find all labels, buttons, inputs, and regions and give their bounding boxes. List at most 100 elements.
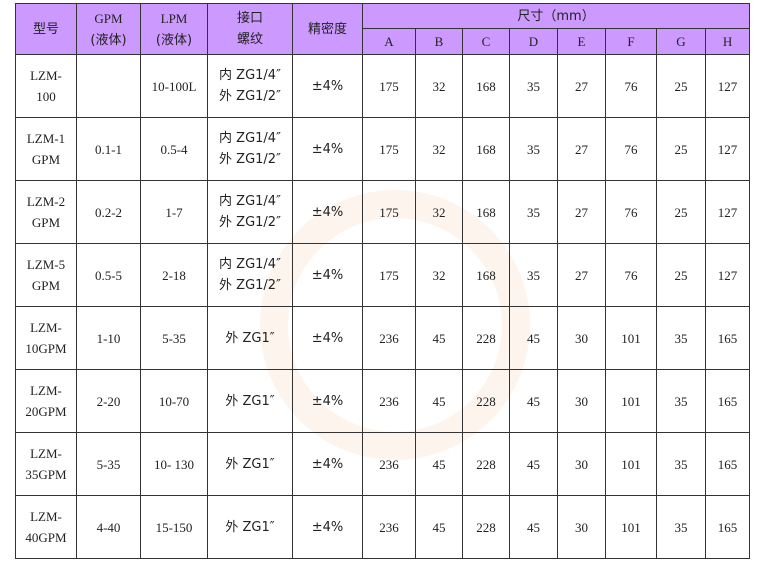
cell-lpm: 10-100L xyxy=(140,54,208,118)
cell-dim-d: 45 xyxy=(509,369,558,433)
cell-lpm: 5-35 xyxy=(140,306,208,370)
header-dim-f: F xyxy=(605,28,657,55)
cell-dim-e: 27 xyxy=(557,117,606,181)
cell-lpm: 10-70 xyxy=(140,369,208,433)
cell-dim-g: 25 xyxy=(656,54,706,118)
cell-gpm xyxy=(76,54,141,118)
cell-dim-b: 45 xyxy=(415,306,463,370)
cell-dim-c: 168 xyxy=(462,117,510,181)
cell-model: LZM-2 GPM xyxy=(15,180,77,244)
cell-dim-d: 35 xyxy=(509,117,558,181)
cell-port: 外 ZG1″ xyxy=(207,306,293,370)
cell-dim-c: 228 xyxy=(462,369,510,433)
cell-dim-d: 35 xyxy=(509,180,558,244)
cell-gpm: 0.2-2 xyxy=(76,180,141,244)
cell-dim-b: 45 xyxy=(415,495,463,559)
cell-model: LZM-5 GPM xyxy=(15,243,77,307)
cell-dim-h: 127 xyxy=(704,117,751,181)
cell-dim-b: 32 xyxy=(415,243,463,307)
cell-dim-b: 32 xyxy=(415,180,463,244)
cell-lpm: 0.5-4 xyxy=(140,117,208,181)
header-accuracy: 精密度 xyxy=(292,3,363,55)
cell-accuracy: ±4% xyxy=(292,243,363,307)
header-gpm: GPM (液体) xyxy=(76,3,141,55)
header-lpm: LPM (液体) xyxy=(140,3,208,55)
cell-dim-d: 45 xyxy=(509,432,558,496)
cell-dim-c: 228 xyxy=(462,495,510,559)
cell-dim-g: 35 xyxy=(656,369,706,433)
cell-port: 外 ZG1″ xyxy=(207,369,293,433)
cell-dim-c: 228 xyxy=(462,432,510,496)
cell-dim-a: 236 xyxy=(362,495,416,559)
cell-accuracy: ±4% xyxy=(292,54,363,118)
header-dim-e: E xyxy=(557,28,606,55)
cell-dim-h: 165 xyxy=(704,495,751,559)
cell-accuracy: ±4% xyxy=(292,495,363,559)
header-dim-h: H xyxy=(704,28,751,55)
cell-dim-a: 236 xyxy=(362,369,416,433)
cell-model: LZM- 10GPM xyxy=(15,306,77,370)
cell-dim-c: 228 xyxy=(462,306,510,370)
cell-dim-a: 236 xyxy=(362,432,416,496)
cell-dim-d: 35 xyxy=(509,243,558,307)
table-row: LZM-5 GPM 0.5-5 2-18 内 ZG1/4″ 外 ZG1/2″ ±4% 175 3… xyxy=(15,243,751,307)
cell-dim-g: 35 xyxy=(656,432,706,496)
cell-dim-b: 32 xyxy=(415,54,463,118)
cell-dim-f: 101 xyxy=(605,306,657,370)
cell-dim-f: 101 xyxy=(605,495,657,559)
cell-port: 外 ZG1″ xyxy=(207,495,293,559)
table-row: LZM- 20GPM 2-20 10-70 外 ZG1″ ±4% 236 45 228 45 30 1… xyxy=(15,369,751,433)
cell-dim-a: 236 xyxy=(362,306,416,370)
cell-accuracy: ±4% xyxy=(292,369,363,433)
header-dim-g: G xyxy=(656,28,706,55)
cell-dim-a: 175 xyxy=(362,180,416,244)
table-row: LZM-1 GPM 0.1-1 0.5-4 内 ZG1/4″ 外 ZG1/2″ ±4% 175… xyxy=(15,117,751,181)
cell-dim-e: 30 xyxy=(557,495,606,559)
cell-dim-c: 168 xyxy=(462,180,510,244)
cell-dim-h: 127 xyxy=(704,54,751,118)
cell-dim-c: 168 xyxy=(462,243,510,307)
table-row: LZM-2 GPM 0.2-2 1-7 内 ZG1/4″ 外 ZG1/2″ ±4% 175 32… xyxy=(15,180,751,244)
cell-model: LZM- 35GPM xyxy=(15,432,77,496)
cell-dim-h: 165 xyxy=(704,306,751,370)
cell-model: LZM- 100 xyxy=(15,54,77,118)
header-dim-c: C xyxy=(462,28,510,55)
cell-port: 内 ZG1/4″ 外 ZG1/2″ xyxy=(207,117,293,181)
cell-gpm: 0.5-5 xyxy=(76,243,141,307)
cell-port: 内 ZG1/4″ 外 ZG1/2″ xyxy=(207,180,293,244)
table-row: LZM- 100 10-100L 内 ZG1/4″ 外 ZG1/2″ ±4% 175 32 16… xyxy=(15,54,751,118)
cell-gpm: 5-35 xyxy=(76,432,141,496)
cell-dim-b: 45 xyxy=(415,369,463,433)
cell-dim-f: 76 xyxy=(605,180,657,244)
cell-model: LZM-1 GPM xyxy=(15,117,77,181)
header-dim-d: D xyxy=(509,28,558,55)
cell-dim-b: 45 xyxy=(415,432,463,496)
cell-dim-b: 32 xyxy=(415,117,463,181)
cell-dim-g: 35 xyxy=(656,306,706,370)
cell-dim-g: 25 xyxy=(656,117,706,181)
cell-port: 内 ZG1/4″ 外 ZG1/2″ xyxy=(207,54,293,118)
cell-dim-e: 30 xyxy=(557,369,606,433)
cell-gpm: 2-20 xyxy=(76,369,141,433)
cell-accuracy: ±4% xyxy=(292,117,363,181)
cell-dim-e: 27 xyxy=(557,54,606,118)
cell-model: LZM- 40GPM xyxy=(15,495,77,559)
cell-dim-g: 25 xyxy=(656,243,706,307)
cell-dim-e: 30 xyxy=(557,306,606,370)
cell-dim-e: 27 xyxy=(557,180,606,244)
cell-dim-d: 45 xyxy=(509,495,558,559)
cell-port: 内 ZG1/4″ 外 ZG1/2″ xyxy=(207,243,293,307)
cell-lpm: 1-7 xyxy=(140,180,208,244)
cell-dim-g: 35 xyxy=(656,495,706,559)
cell-dim-h: 127 xyxy=(704,180,751,244)
cell-dim-e: 27 xyxy=(557,243,606,307)
cell-lpm: 15-150 xyxy=(140,495,208,559)
cell-dim-a: 175 xyxy=(362,54,416,118)
cell-lpm: 2-18 xyxy=(140,243,208,307)
cell-dim-d: 35 xyxy=(509,54,558,118)
header-port: 接口 螺纹 xyxy=(207,3,293,55)
cell-accuracy: ±4% xyxy=(292,306,363,370)
cell-gpm: 1-10 xyxy=(76,306,141,370)
cell-gpm: 4-40 xyxy=(76,495,141,559)
